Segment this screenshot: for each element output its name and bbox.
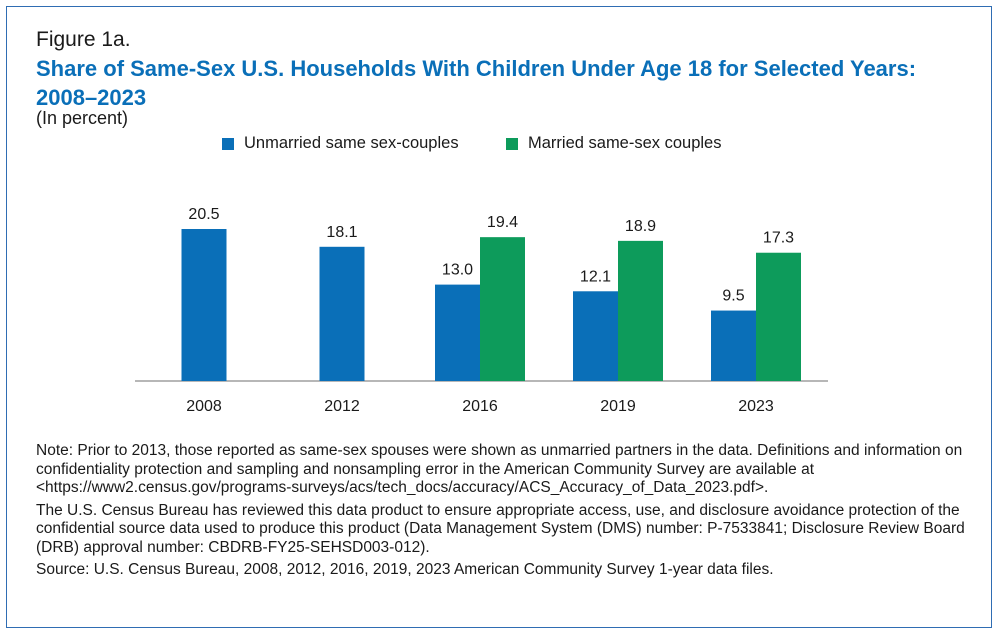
x-tick-label-2023: 2023 xyxy=(738,398,774,415)
legend-item-unmarried: Unmarried same sex-couples xyxy=(222,134,459,153)
bar-married-2016 xyxy=(480,237,525,381)
data-label-married-2019: 18.9 xyxy=(625,218,656,235)
x-tick-label-2016: 2016 xyxy=(462,398,498,415)
legend-item-married: Married same-sex couples xyxy=(506,134,722,153)
data-label-unmarried-2019: 12.1 xyxy=(580,268,611,285)
source-text: Source: U.S. Census Bureau, 2008, 2012, … xyxy=(36,561,774,578)
bar-unmarried-2019 xyxy=(573,291,618,381)
legend-label-unmarried: Unmarried same sex-couples xyxy=(244,134,459,152)
notes-section: Note: Prior to 2013, those reported as s… xyxy=(36,442,976,584)
x-tick-label-2019: 2019 xyxy=(600,398,636,415)
chart-subtitle: (In percent) xyxy=(36,108,129,128)
bar-unmarried-2016 xyxy=(435,284,480,381)
bar-unmarried-2008 xyxy=(181,229,227,381)
data-label-unmarried-2012: 18.1 xyxy=(326,224,357,241)
data-label-unmarried-2008: 20.5 xyxy=(188,206,219,223)
bar-unmarried-2023 xyxy=(711,310,756,381)
data-label-unmarried-2016: 13.0 xyxy=(442,262,473,279)
bar-unmarried-2012 xyxy=(319,246,365,381)
x-tick-label-2012: 2012 xyxy=(324,398,360,415)
legend-swatch-unmarried xyxy=(222,137,234,150)
data-label-married-2016: 19.4 xyxy=(487,214,518,231)
legend-label-married: Married same-sex couples xyxy=(528,134,722,152)
data-label-married-2023: 17.3 xyxy=(763,230,794,247)
x-tick-label-2008: 2008 xyxy=(186,398,222,415)
figure-label: Figure 1a. xyxy=(36,28,131,51)
data-label-unmarried-2023: 9.5 xyxy=(722,288,744,305)
legend: Unmarried same sex-couples Married same-… xyxy=(0,134,1000,156)
chart-title: Share of Same-Sex U.S. Households With C… xyxy=(36,56,917,110)
figure-frame xyxy=(6,6,992,628)
disclosure-text: The U.S. Census Bureau has reviewed this… xyxy=(36,501,965,556)
bar-married-2019 xyxy=(618,240,663,381)
legend-swatch-married xyxy=(506,137,518,150)
bar-chart: 20.5 2008 18.1 2012 13.0 19.4 2016 12.1 18.9 2019… xyxy=(135,206,828,415)
note-text: Note: Prior to 2013, those reported as s… xyxy=(36,442,963,496)
bar-married-2023 xyxy=(756,252,801,381)
